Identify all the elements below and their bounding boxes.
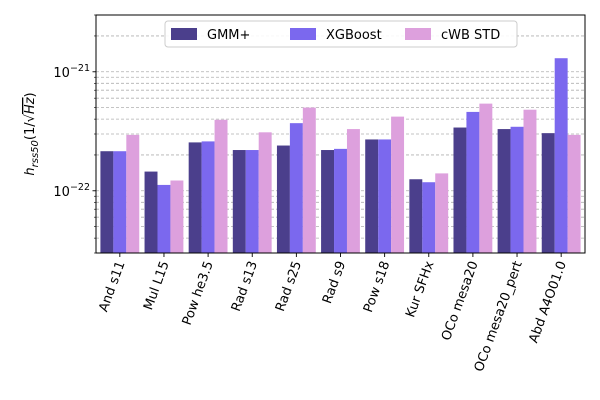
bar-cwb-std (479, 103, 493, 253)
bar-xgboost (201, 141, 215, 253)
bar-cwb-std (346, 129, 360, 253)
bar-gmm- (321, 150, 335, 253)
legend-box (164, 20, 518, 48)
bar-xgboost (245, 150, 259, 253)
x-tick-label: Rad s9 (320, 259, 349, 306)
x-tick-label: Mul L15 (141, 259, 173, 312)
bar-gmm- (276, 145, 290, 253)
y-tick-label: 10−21 (53, 63, 90, 81)
x-tick-label: OCo mesa20 (439, 259, 482, 342)
bar-xgboost (113, 151, 127, 253)
bar-cwb-std (214, 119, 228, 253)
bar-gmm- (541, 133, 555, 253)
x-tick-label: Pow he3.5 (180, 259, 217, 327)
x-tick-label: Kur SFHx (403, 259, 437, 320)
bar-xgboost (466, 111, 480, 254)
legend-swatch (290, 28, 316, 40)
bar-xgboost (378, 139, 392, 253)
bar-xgboost (334, 148, 347, 253)
bar-cwb-std (302, 107, 316, 253)
bar-cwb-std (391, 116, 405, 253)
legend-swatch (171, 28, 197, 40)
bar-cwb-std (170, 180, 184, 253)
bars (100, 58, 581, 254)
bar-gmm- (144, 171, 158, 253)
x-tick-label: OCo mesa20_pert (472, 259, 526, 374)
y-axis: 10−22 10−21 (53, 14, 96, 254)
x-tick-label: Pow s18 (361, 259, 393, 314)
legend-label: cWB STD (441, 28, 500, 43)
bar-xgboost (422, 182, 436, 253)
legend-label: GMM+ (207, 28, 250, 43)
x-tick-label: Rad s13 (229, 259, 261, 313)
bar-xgboost (289, 123, 303, 253)
bar-gmm- (232, 150, 246, 253)
legend: GMM+ XGBoost cWB STD (164, 20, 518, 48)
bar-xgboost (157, 184, 171, 253)
bar-gmm- (497, 129, 511, 253)
bar-xgboost (554, 58, 568, 253)
x-tick-label: And s11 (96, 259, 128, 314)
y-axis-label: hrss50(1/√Hz) (23, 92, 41, 175)
bar-cwb-std (258, 132, 272, 253)
legend-swatch (405, 28, 431, 40)
x-tick-label: Abd A4O01.0 (526, 259, 569, 345)
bar-gmm- (409, 179, 423, 253)
bar-cwb-std (523, 109, 537, 254)
bar-cwb-std (435, 173, 449, 253)
y-tick-label: 10−22 (53, 182, 90, 200)
bar-gmm- (453, 127, 467, 253)
x-tick-label: Rad s25 (273, 259, 305, 313)
bar-xgboost (510, 126, 524, 253)
bar-gmm- (365, 139, 379, 253)
bar-cwb-std (567, 134, 581, 253)
x-axis: And s11 Mul L15 Pow he3.5 Rad s13 Rad s25 Rad… (96, 253, 570, 374)
bar-cwb-std (126, 134, 140, 253)
legend-label: XGBoost (326, 28, 382, 43)
bar-gmm- (100, 151, 114, 253)
bar-gmm- (188, 142, 202, 253)
